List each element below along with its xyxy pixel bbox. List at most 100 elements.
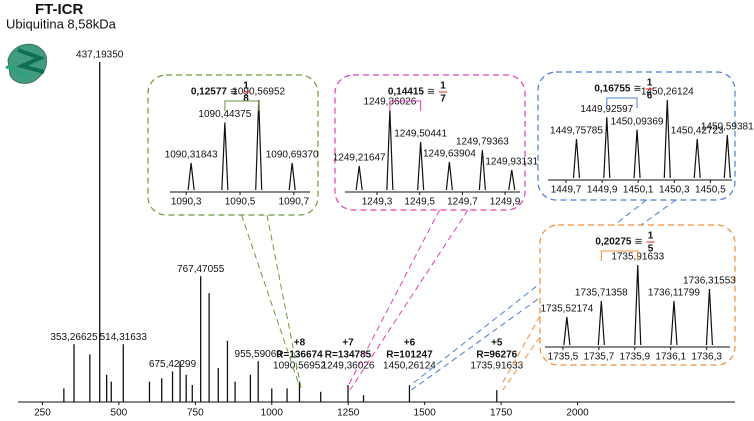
inset-peak-label: 1450,26124 [641, 87, 694, 98]
peak-label: 1450,26124 [383, 361, 436, 372]
spacing-bracket [389, 100, 422, 111]
inset-peak-label: 1449,75785 [550, 126, 603, 137]
inset-tick-label: 1449,9 [587, 185, 618, 196]
peak-label: 1090,56952 [273, 361, 326, 372]
inset-peak-label: 1735,71358 [575, 288, 628, 299]
inset-peak-label: 1735,52174 [540, 304, 593, 315]
x-tick-label: 500 [111, 408, 128, 419]
inset-frame [334, 74, 526, 211]
spacing-bracket [224, 100, 260, 111]
inset-peak [508, 169, 516, 191]
x-tick-label: 1000 [261, 408, 284, 419]
approx: ≅ [230, 87, 238, 98]
inset-peak [597, 300, 605, 346]
denominator: 5 [648, 244, 654, 255]
numerator: 1 [647, 78, 653, 89]
inset-peak [663, 99, 671, 179]
inset-peak-label: 1736,31553 [683, 276, 736, 287]
numerator: 1 [648, 231, 654, 242]
numerator: 1 [440, 81, 446, 92]
inset-peak [355, 165, 363, 191]
connector [502, 336, 541, 391]
numerator: 1 [243, 81, 249, 92]
ratio: 0,14415 [388, 87, 425, 98]
resolution: R=96276 [476, 350, 517, 361]
inset-peak [572, 138, 581, 179]
approx: ≅ [634, 237, 642, 248]
inset-tick-label: 1450,1 [623, 185, 654, 196]
denominator: 7 [440, 94, 446, 105]
spacing-bracket [600, 250, 639, 261]
x-tick-label: 750 [187, 408, 204, 419]
connector [241, 214, 300, 387]
ratio: 0,20275 [595, 237, 632, 248]
peak-label: 675,42299 [149, 359, 197, 370]
inset-peak [221, 122, 229, 191]
approx: ≅ [427, 87, 435, 98]
inset-frame [539, 224, 736, 366]
x-tick-label: 2000 [566, 408, 589, 419]
x-tick-label: 1500 [414, 408, 437, 419]
ratio: 0,12577 [191, 87, 228, 98]
inset-peak-label: 1450,42723 [671, 126, 724, 137]
inset-tick-label: 1090,7 [279, 197, 310, 208]
peak-label: 353,26625 [50, 332, 98, 343]
inset-peak [693, 138, 701, 179]
resolution: R=101247 [386, 350, 433, 361]
inset-peak [634, 264, 642, 346]
x-tick-label: 1750 [490, 408, 513, 419]
resolution: R=136674 [276, 350, 323, 361]
inset-peak-label: 1249,50441 [394, 129, 447, 140]
connector [349, 209, 469, 391]
inset-peak [723, 135, 731, 179]
resolution: R=134785 [325, 350, 372, 361]
inset-tick-label: 1249,9 [490, 197, 521, 208]
x-tick-label: 250 [34, 408, 51, 419]
inset-peak [633, 129, 641, 179]
inset-tick-label: 1735,7 [584, 352, 615, 363]
inset-peak-label: 1450,59381 [701, 122, 754, 133]
inset: 1449,7 1449,9 1450,1 1450,3 1450,5 1449,75785… [537, 71, 754, 201]
inset-peak [288, 162, 296, 191]
inset-tick-label: 1450,3 [659, 185, 690, 196]
inset-peak-label: 1249,63904 [423, 149, 476, 160]
inset-peak [563, 316, 571, 346]
connector [347, 209, 440, 387]
inset-tick-label: 1450,5 [695, 185, 726, 196]
charge: +5 [491, 338, 503, 349]
peak-label: 1735,91633 [470, 361, 523, 372]
peak-label: 437,19350 [76, 50, 124, 61]
title: FT-ICR [35, 1, 83, 18]
inset-tick-label: 1736,3 [691, 352, 722, 363]
inset-peak [255, 99, 263, 191]
denominator: 8 [243, 94, 249, 105]
peak-label: 767,47055 [177, 264, 225, 275]
inset-peak [603, 117, 611, 179]
charge: +6 [404, 338, 416, 349]
inset: 1090,3 1090,5 1090,71090,318431090,4437510… [147, 74, 319, 216]
inset-peak [670, 300, 678, 346]
x-tick-label: 1250 [337, 408, 360, 419]
inset-tick-label: 1735,5 [548, 352, 579, 363]
protein-icon [5, 43, 47, 84]
connector [500, 315, 541, 387]
charge: +7 [342, 338, 354, 349]
inset-frame [147, 74, 319, 216]
charge: +8 [294, 338, 306, 349]
inset-tick-label: 1090,5 [225, 197, 256, 208]
inset-tick-label: 1736,1 [655, 352, 686, 363]
approx: ≅ [633, 84, 641, 95]
inset-peak-label: 1449,92597 [580, 104, 633, 115]
inset-peak [187, 162, 195, 191]
inset: 1249,3 1249,5 1249,7 1249,91249,216471249,3… [333, 74, 539, 211]
peak-label: 1249,36026 [322, 361, 375, 372]
inset-peak-label: 1249,79363 [456, 137, 509, 148]
inset-tick-label: 1249,5 [404, 197, 435, 208]
peak-label: 955,59069 [235, 349, 283, 360]
inset-tick-label: 1249,7 [447, 197, 478, 208]
inset-peak [705, 288, 714, 346]
inset-peak-label: 1249,93131 [485, 157, 538, 168]
peak-label: 514,31633 [100, 332, 148, 343]
inset-peak-label: 1090,31843 [165, 150, 218, 161]
